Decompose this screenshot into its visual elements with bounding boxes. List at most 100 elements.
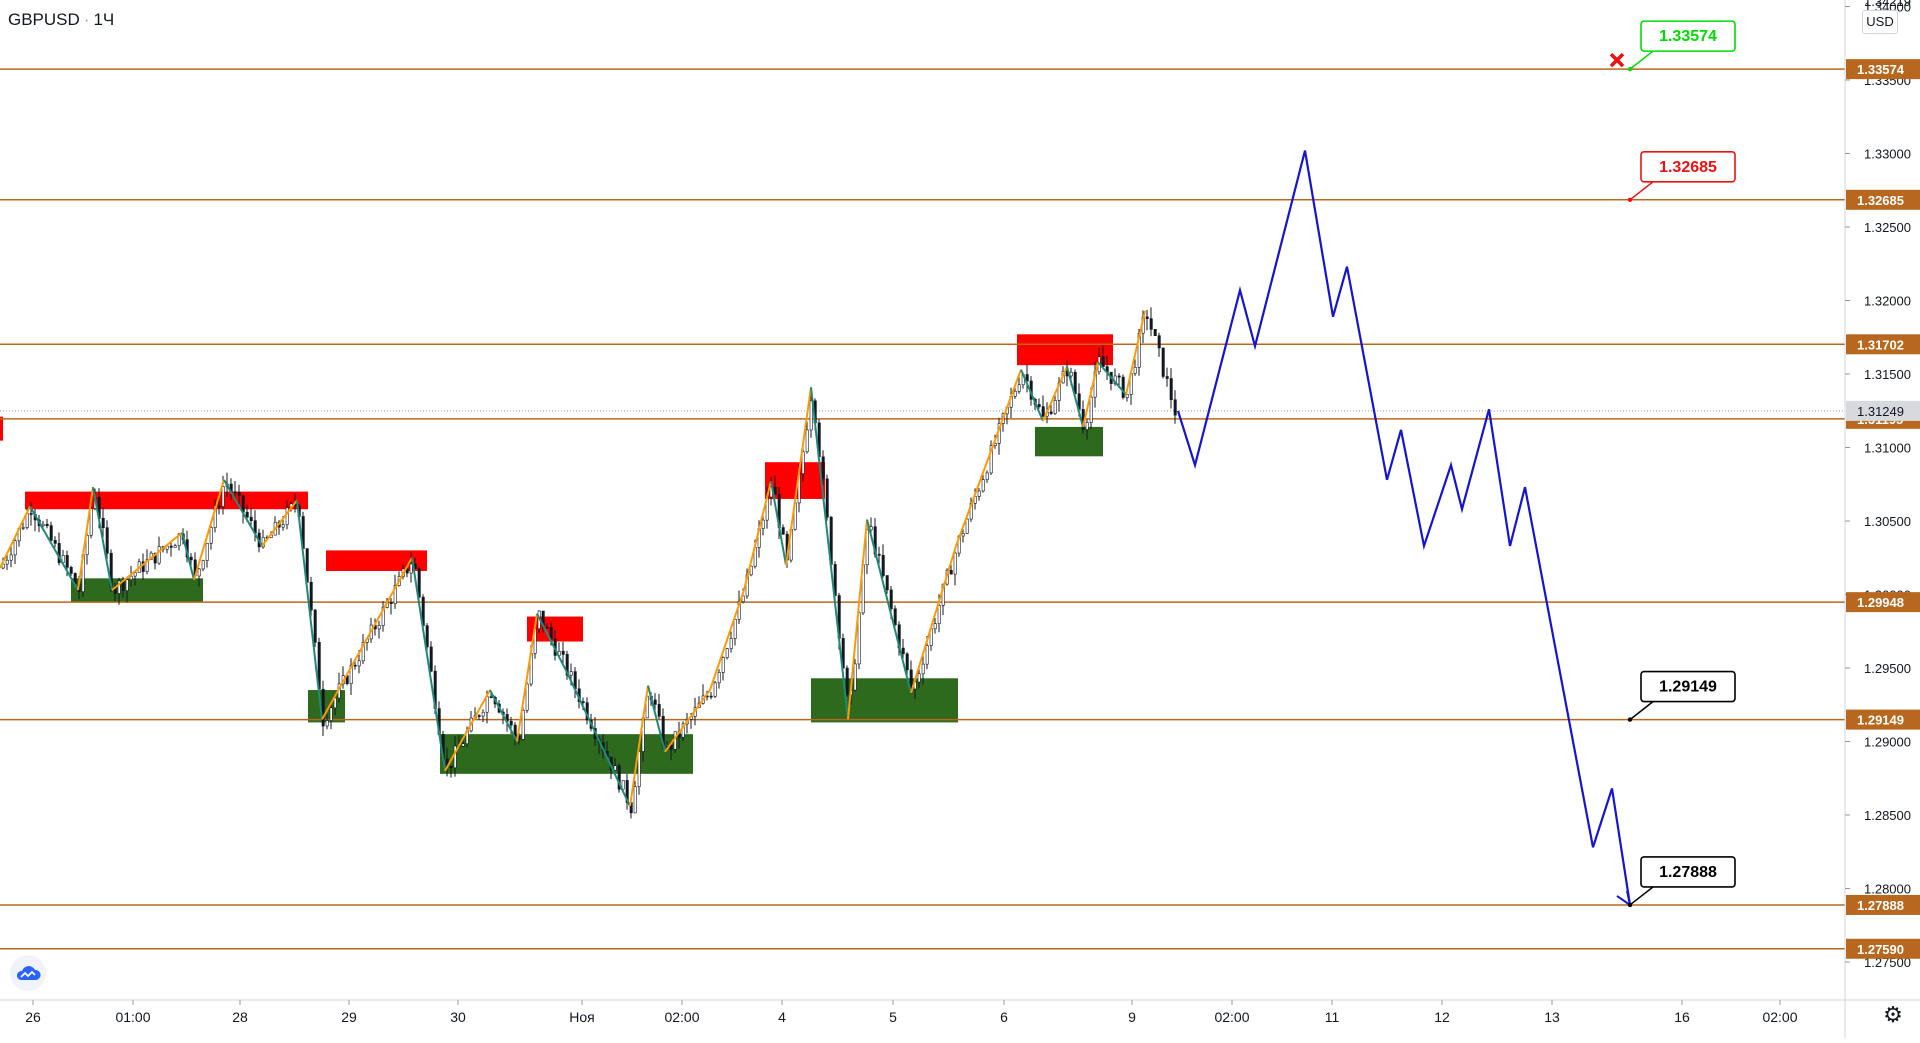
time-tick-label: 6	[1000, 1009, 1008, 1025]
candle-body	[1145, 316, 1149, 319]
time-axis[interactable]: 26 01:00 28 29 30 Ноя 02:00 4 5 6 9 02:00 11 12 13 16 02…	[0, 999, 1920, 1025]
candle-body	[477, 715, 481, 717]
target-callout-box[interactable]	[1640, 151, 1736, 183]
candle-body	[925, 645, 929, 665]
demand-zone	[1035, 426, 1103, 457]
candle-body	[85, 534, 89, 555]
zigzag-down-segment	[223, 479, 263, 547]
candle-body	[89, 508, 93, 536]
demand-zone	[71, 578, 203, 602]
time-tick-label: 28	[232, 1009, 248, 1025]
candle-body	[481, 711, 485, 717]
candle-body	[1153, 329, 1157, 336]
candle-body	[233, 491, 237, 494]
candle-body	[69, 567, 73, 574]
candle-body	[633, 786, 637, 814]
candle-body	[353, 664, 357, 667]
candle-body	[1049, 411, 1053, 414]
target-callout-box[interactable]	[1640, 856, 1736, 888]
candle-body	[145, 559, 149, 572]
candle-body	[309, 581, 313, 611]
target-callout-box[interactable]	[1640, 20, 1736, 52]
candle-body	[1101, 356, 1105, 367]
candle-body	[905, 653, 909, 671]
candle-body	[881, 555, 885, 576]
zigzag-up-segment	[193, 479, 225, 581]
candle-body	[725, 648, 729, 658]
candle-body	[893, 608, 897, 626]
zigzag-up-segment	[1042, 366, 1068, 422]
target-anchor-point	[1627, 66, 1633, 72]
price-axis[interactable]: 1.342191.340001.335001.330001.325001.320…	[1844, 0, 1920, 1038]
zigzag-down-segment	[92, 487, 113, 591]
candle-body	[901, 647, 905, 655]
candle-body	[377, 625, 381, 630]
level-price-label: 1.33574	[1857, 62, 1905, 77]
candle-body	[101, 518, 105, 528]
target-callout-label: 1.29149	[1659, 679, 1717, 696]
time-tick-label: 9	[1128, 1009, 1136, 1025]
candle-body	[733, 619, 737, 639]
candle-body	[1169, 378, 1173, 401]
zigzag-down-segment	[1020, 369, 1044, 422]
price-tick-label: 1.31500	[1864, 367, 1911, 382]
candle-body	[389, 602, 393, 604]
candle-body	[613, 765, 617, 771]
gear-icon[interactable]: ⚙	[1883, 1002, 1903, 1027]
zigzag-up-segment	[0, 505, 31, 569]
candle-body	[637, 751, 641, 787]
forecast-arrowhead	[1616, 890, 1632, 908]
candle-body	[241, 495, 245, 513]
candle-body	[1133, 366, 1137, 374]
candle-body	[189, 556, 193, 561]
cloud-glyph	[16, 966, 41, 980]
candle-body	[41, 523, 45, 527]
header-separator: ·	[83, 10, 90, 29]
candle-body	[845, 667, 849, 696]
candle-body	[417, 568, 421, 598]
time-tick-label: 16	[1674, 1009, 1690, 1025]
zigzag-up-segment	[444, 689, 491, 772]
target-callout-box[interactable]	[1640, 670, 1736, 703]
symbol-name: GBPUSD	[8, 10, 80, 29]
candle-body	[949, 569, 953, 575]
candle-body	[865, 529, 869, 566]
forecast-projection-line[interactable]	[1176, 150, 1632, 906]
candle-body	[525, 683, 529, 711]
target-callout-leader	[1629, 50, 1654, 70]
candle-body	[653, 699, 657, 705]
zigzag-up-segment	[910, 545, 957, 694]
tradingview-cloud-icon[interactable]	[10, 955, 46, 991]
candle-body	[1025, 374, 1029, 382]
candle-body	[781, 527, 785, 535]
currency-button[interactable]: USD	[1862, 10, 1898, 34]
time-tick-label: 01:00	[115, 1009, 150, 1025]
candle-body	[961, 533, 965, 537]
candle-body	[1157, 335, 1161, 349]
level-price-badge	[1846, 189, 1920, 210]
candle-body	[281, 524, 285, 528]
candle-body	[773, 486, 777, 495]
candle-body	[125, 579, 129, 591]
zigzag-up-segment	[629, 685, 649, 807]
candle-body	[153, 552, 157, 564]
time-tick-label: 02:00	[1214, 1009, 1249, 1025]
demand-zone	[440, 734, 693, 774]
time-tick-label: 12	[1434, 1009, 1450, 1025]
target-anchor-point	[1627, 197, 1633, 203]
candle-body	[521, 709, 525, 740]
projection-layer	[1176, 150, 1632, 908]
symbol-header[interactable]: GBPUSD · 1Ч	[8, 10, 114, 30]
candle-body	[429, 646, 433, 672]
candle-body	[821, 456, 825, 480]
candle-body	[1041, 406, 1045, 417]
zigzag-up-segment	[516, 613, 538, 742]
candle-body	[409, 563, 413, 574]
level-price-label: 1.29948	[1857, 595, 1904, 610]
zigzag-up-segment	[664, 689, 711, 753]
zigzag-layer	[0, 310, 1146, 807]
candle-body	[53, 540, 57, 544]
zigzag-down-segment	[489, 689, 518, 742]
level-price-label: 1.27590	[1857, 942, 1904, 957]
